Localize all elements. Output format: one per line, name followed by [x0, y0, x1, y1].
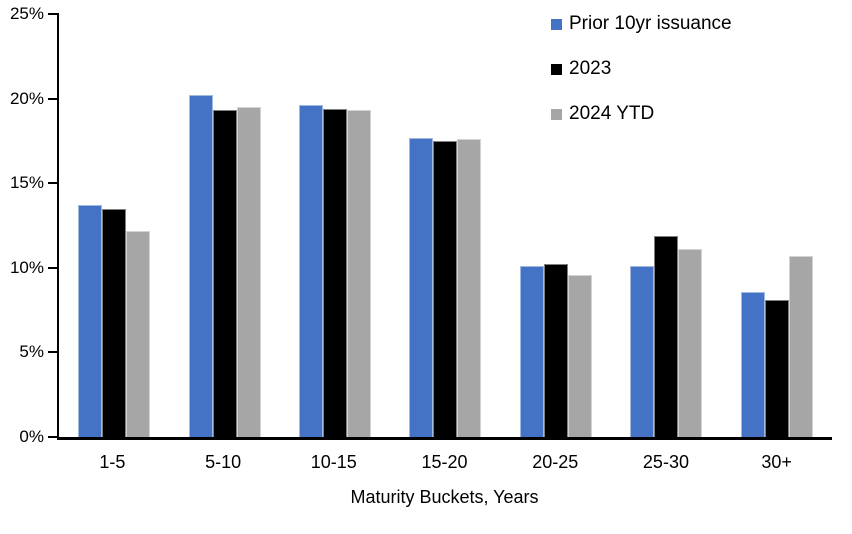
- bar: [102, 208, 127, 437]
- bar: [409, 137, 434, 437]
- bar: [212, 110, 237, 437]
- legend-label: 2023: [569, 58, 612, 79]
- bar: [630, 266, 655, 437]
- x-axis-labels: 1-5 5-10 10-15 15-20 20-25 25-30 30+: [57, 451, 832, 473]
- y-tick-label: 25%: [9, 4, 44, 23]
- bar: [126, 230, 151, 437]
- bars-row: [59, 14, 832, 437]
- x-axis-title: Maturity Buckets, Years: [350, 487, 539, 507]
- y-tick: [48, 351, 59, 354]
- bar: [654, 235, 679, 437]
- legend-marker-icon: [551, 63, 562, 75]
- legend-marker-icon: [551, 108, 562, 120]
- bar: [519, 266, 544, 437]
- bar-group: [59, 14, 169, 437]
- y-tick-label: 15%: [9, 173, 44, 193]
- legend-item: Prior 10yr issuance: [551, 11, 732, 37]
- bar-group: [611, 14, 721, 437]
- y-tick-label: 5%: [19, 342, 44, 362]
- x-category-label: 20-25: [532, 452, 579, 472]
- bar: [323, 108, 348, 437]
- bar: [543, 264, 568, 437]
- bar-group: [169, 14, 279, 437]
- bar: [78, 205, 103, 437]
- legend-label: 2024 YTD: [569, 103, 655, 124]
- bar: [764, 299, 789, 437]
- x-category-label: 15-20: [421, 452, 468, 472]
- bar: [567, 274, 592, 437]
- bar: [740, 291, 765, 437]
- bar: [678, 249, 703, 437]
- bar: [236, 107, 261, 437]
- bar: [347, 110, 372, 437]
- bar: [433, 140, 458, 437]
- y-tick-label: 0%: [19, 427, 44, 446]
- legend-marker-icon: [551, 18, 562, 30]
- bar-group: [390, 14, 500, 437]
- x-category-label: 25-30: [642, 452, 689, 472]
- bar: [788, 255, 813, 437]
- bar-group: [722, 14, 832, 437]
- x-category-label: 1-5: [99, 452, 126, 472]
- y-tick: [48, 436, 59, 438]
- x-category-label: 5-10: [205, 452, 242, 472]
- legend: Prior 10yr issuance 2023 2024 YTD: [551, 11, 732, 146]
- y-tick: [48, 97, 59, 100]
- legend-item: 2023: [551, 56, 732, 82]
- y-tick: [48, 13, 59, 15]
- x-category-label: 30+: [761, 452, 792, 472]
- y-tick-label: 20%: [9, 88, 44, 108]
- plot-area: 0% 5% 10% 15% 20% 25%: [10, 4, 832, 446]
- bar-group: [501, 14, 611, 437]
- bar: [299, 105, 324, 437]
- legend-label: Prior 10yr issuance: [569, 13, 732, 34]
- y-tick: [48, 182, 59, 185]
- bar: [457, 139, 482, 437]
- bar-group: [280, 14, 390, 437]
- y-tick: [48, 266, 59, 269]
- x-category-label: 10-15: [310, 452, 357, 472]
- bar: [188, 95, 213, 437]
- legend-item: 2024 YTD: [551, 101, 732, 127]
- y-tick-label: 10%: [9, 257, 44, 277]
